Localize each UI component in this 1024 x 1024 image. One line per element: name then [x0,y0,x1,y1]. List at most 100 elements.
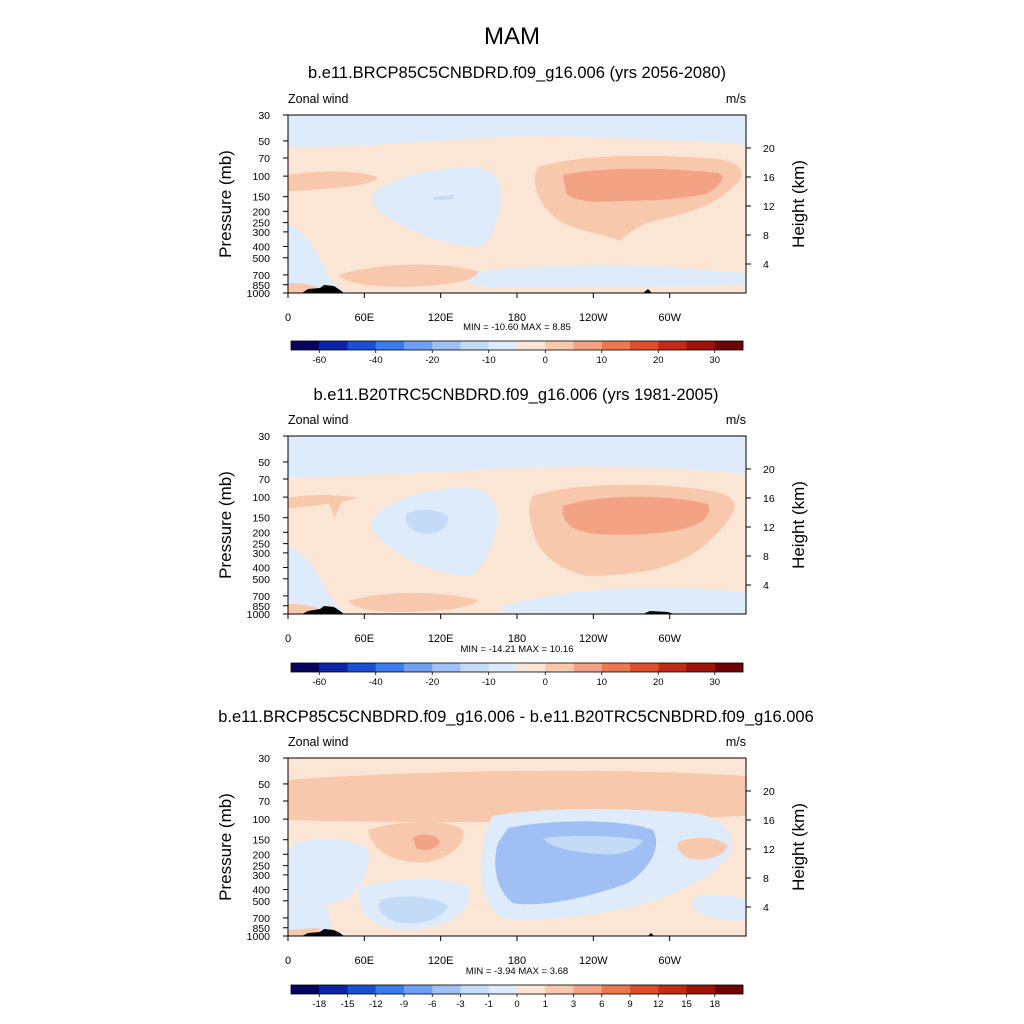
panel-1-terrain-andes [643,289,652,293]
panel-3-height-axis: 20 16 12 8 4 [746,786,775,914]
pressure-tick-label: 70 [258,796,270,808]
panel-3-variable-label: Zonal wind [288,735,348,749]
panel-1-westerly-lower [338,264,478,287]
pressure-tick-label: 30 [258,753,270,765]
panel-3-min-max: MIN = -3.94 MAX = 3.68 [466,966,568,977]
pressure-tick-label: 700 [252,913,270,925]
pressure-tick-label: 1000 [247,288,271,300]
pressure-tick-label: 700 [252,270,270,282]
pressure-tick-label: 850 [252,601,270,613]
colorbar-segment [658,341,687,350]
colorbar-segment [573,985,602,994]
colorbar-label: -10 [482,355,496,366]
longitude-tick-label: 180 [508,312,526,324]
panel-2-westerly-left [288,495,358,508]
colorbar-label: 30 [709,355,720,366]
pressure-tick-label: 70 [258,153,270,165]
panel-2-units-label: m/s [726,413,746,427]
panel-3-negative-surface-left [288,906,333,936]
panel-1-pressure-label: Pressure (mb) [216,150,235,258]
colorbar-segment [601,341,631,350]
pressure-tick-label: 400 [252,562,270,574]
pressure-tick-label: 400 [252,241,270,253]
panel-2-terrain-andes [643,611,674,614]
panel-2-variable-label: Zonal wind [288,413,348,427]
colorbar-label: -10 [482,677,496,688]
panel-2-height-axis: 20 16 12 8 4 [746,464,775,592]
panel-3-longitude-axis: 0 60E 120E 180 120W 60W [285,936,682,967]
figure-title: MAM [484,23,540,50]
longitude-tick-label: 180 [508,955,526,967]
longitude-tick-label: 180 [508,633,526,645]
colorbar-label: -20 [425,355,439,366]
pressure-tick-label: 70 [258,474,270,486]
colorbar-segment [375,663,405,672]
colorbar-label: -15 [341,999,355,1010]
colorbar-label: 6 [599,999,604,1010]
colorbar-segment [630,341,659,350]
colorbar-segment [488,985,518,994]
colorbar-segment [432,341,461,350]
panel-1-stratospheric-easterlies [288,115,746,147]
pressure-tick-label: 100 [252,492,270,504]
colorbar-segment [404,985,433,994]
panel-2-jet-core [562,496,709,535]
colorbar-label: -40 [369,355,383,366]
panel-2-plot-area [288,436,746,614]
panel-1-plot-area [288,115,746,293]
longitude-tick-label: 0 [285,312,291,324]
colorbar-label: 0 [543,677,548,688]
panel-3: b.e11.BRCP85C5CNBDRD.f09_g16.006 - b.e11… [216,708,814,1010]
longitude-tick-label: 60E [355,955,375,967]
pressure-tick-label: 400 [252,884,270,896]
pressure-tick-label: 200 [252,527,270,539]
panel-3-pressure-label: Pressure (mb) [216,793,235,901]
colorbar-segment [545,341,574,350]
pressure-tick-label: 150 [252,192,270,204]
panel-1-easterly-trades [466,265,746,287]
colorbar-segment [460,341,489,350]
colorbar-label: -1 [485,999,493,1010]
pressure-tick-label: 300 [252,227,270,239]
panel-3-plot-area [288,758,746,936]
pressure-tick-label: 500 [252,574,270,586]
colorbar-segment [375,341,405,350]
colorbar-label: -20 [425,677,439,688]
colorbar-label: -40 [369,677,383,688]
panel-2-height-label: Height (km) [789,481,808,569]
panel-1-jet-core [563,168,723,202]
pressure-tick-label: 100 [252,171,270,183]
colorbar-outline [290,340,744,351]
panel-2-westerly-spike [328,498,343,518]
panel-2-terrain-africa [302,606,344,614]
panel-1-title: b.e11.BRCP85C5CNBDRD.f09_g16.006 (yrs 20… [308,64,726,82]
colorbar-segment [319,341,348,350]
panel-1-longitude-axis: 0 60E 120E 180 120W 60W [285,293,682,324]
height-tick-label: 4 [763,902,769,914]
height-tick-label: 8 [763,551,769,563]
colorbar-segment [488,341,518,350]
panel-1-units-label: m/s [726,92,746,106]
pressure-tick-label: 300 [252,548,270,560]
colorbar-label: 0 [514,999,519,1010]
colorbar-label: 20 [653,355,664,366]
pressure-tick-label: 1000 [247,609,271,621]
colorbar-segment [545,663,574,672]
pressure-tick-label: 50 [258,136,270,148]
pressure-tick-label: 30 [258,110,270,122]
pressure-tick-label: 50 [258,457,270,469]
panel-1-height-label: Height (km) [789,160,808,248]
longitude-tick-label: 120W [579,955,608,967]
height-tick-label: 4 [763,580,769,592]
height-tick-label: 8 [763,873,769,885]
colorbar-segment [686,985,715,994]
colorbar-label: -9 [400,999,408,1010]
panel-3-negative-max [543,835,643,855]
panel-1: b.e11.BRCP85C5CNBDRD.f09_g16.006 (yrs 20… [216,64,808,366]
panel-3-colorbar: -18 -15 -12 -9 -6 -3 -1 0 1 3 6 9 12 15 18 [290,984,744,1010]
longitude-tick-label: 60E [355,633,375,645]
height-tick-label: 16 [763,172,775,184]
panel-3-terrain-africa [302,929,344,936]
